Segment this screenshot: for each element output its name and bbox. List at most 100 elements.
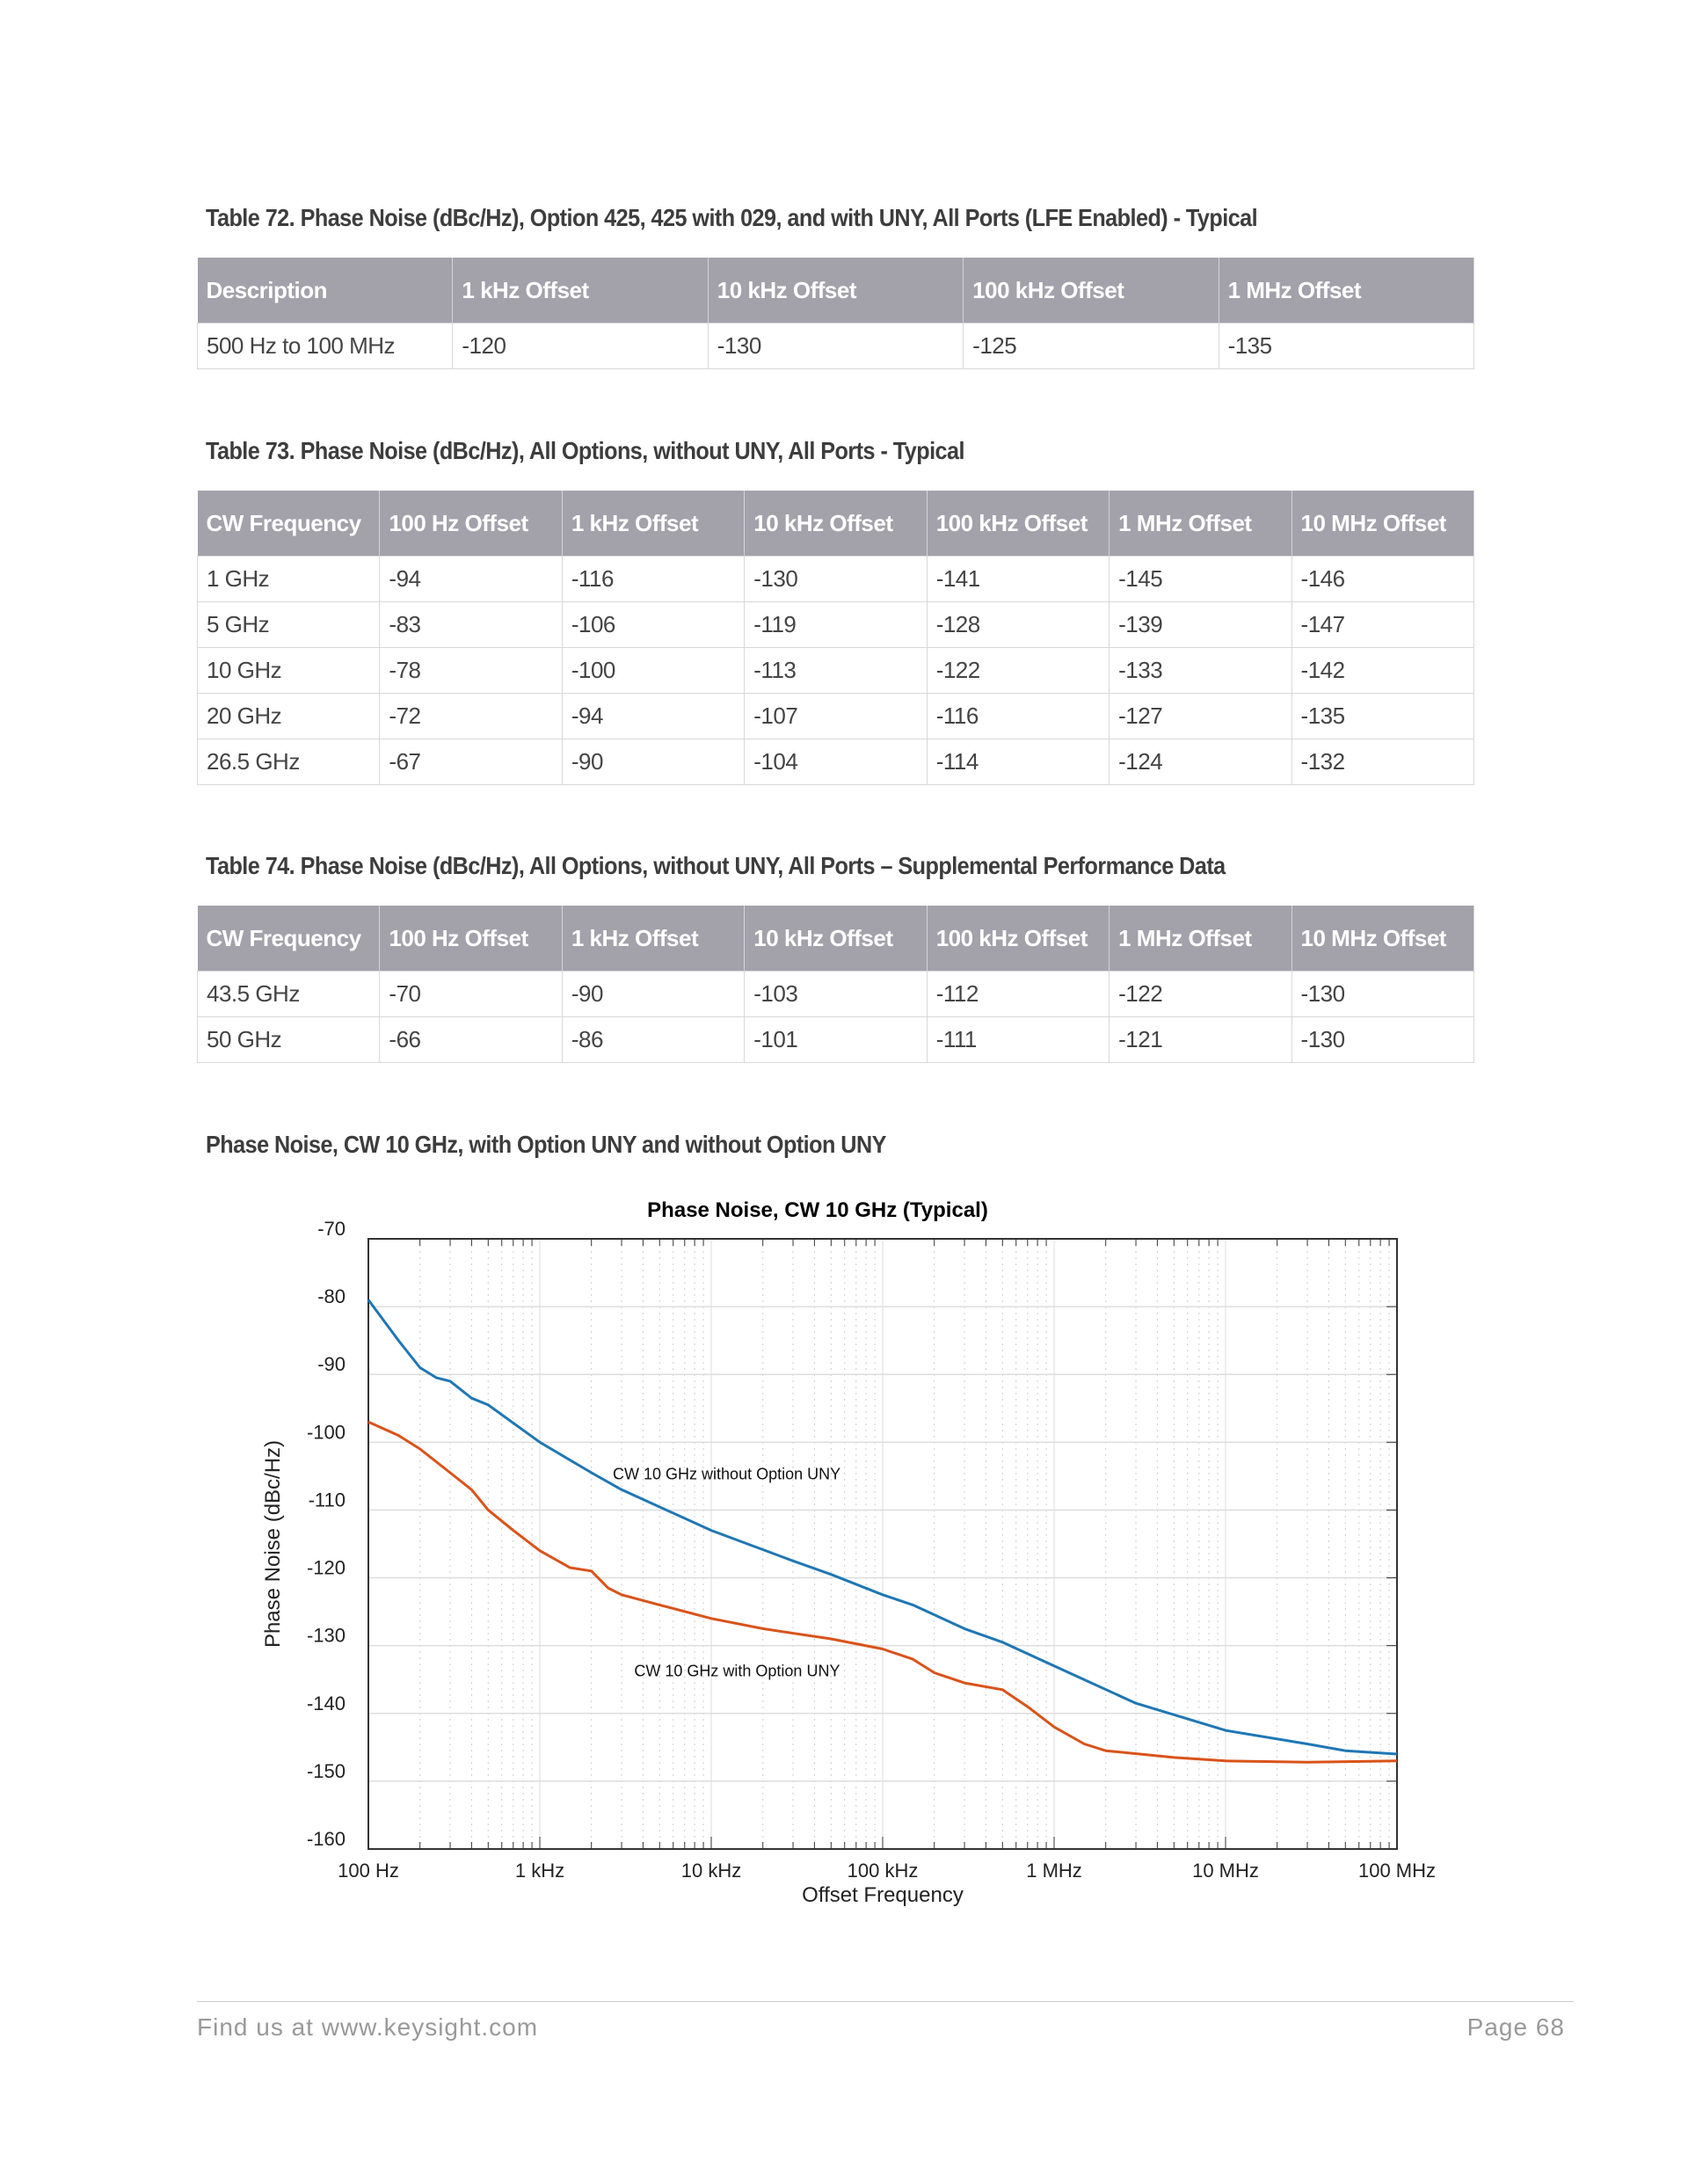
table-cell: -122 xyxy=(1109,971,1292,1017)
table-row: 50 GHz -66 -86 -101 -111 -121 -130 xyxy=(196,1016,1475,1063)
x-tick-label: 1 kHz xyxy=(515,1860,564,1882)
x-tick-label: 100 Hz xyxy=(338,1860,399,1882)
x-tick-label: 10 kHz xyxy=(681,1860,741,1882)
table-cell: -114 xyxy=(926,739,1110,785)
phase-noise-chart: Phase Noise, CW 10 GHz (Typical) Offset … xyxy=(261,1198,1436,1907)
table-cell: -90 xyxy=(561,739,746,785)
table-cell: -111 xyxy=(926,1016,1110,1063)
table-cell: -142 xyxy=(1291,647,1475,694)
y-tick-label: -150 xyxy=(307,1760,346,1782)
column-header: 10 kHz Offset xyxy=(744,491,928,557)
column-header: 10 MHz Offset xyxy=(1291,906,1475,972)
table-cell: -127 xyxy=(1109,693,1292,739)
y-tick-label: -120 xyxy=(307,1557,346,1579)
table-row: 500 Hz to 100 MHz -120 -130 -125 -135 xyxy=(196,323,1475,369)
series-line-with-uny xyxy=(367,1420,1398,1764)
series-annotation: CW 10 GHz without Option UNY xyxy=(613,1466,840,1483)
series-line-without-uny xyxy=(367,1299,1398,1756)
table-cell: -101 xyxy=(744,1016,928,1063)
table-cell: -86 xyxy=(561,1016,746,1063)
x-tick-label: 10 MHz xyxy=(1192,1860,1259,1882)
x-axis-label: Offset Frequency xyxy=(802,1883,964,1907)
y-tick-label: -80 xyxy=(317,1285,346,1307)
table-cell: -120 xyxy=(452,323,709,369)
table-74-title: Table 74. Phase Noise (dBc/Hz), All Opti… xyxy=(206,852,1226,879)
table-cell: -122 xyxy=(926,647,1110,694)
table-cell: -83 xyxy=(379,601,563,648)
x-tick-label: 100 kHz xyxy=(848,1860,919,1882)
table-cell: 43.5 GHz xyxy=(196,971,381,1017)
column-header: 1 MHz Offset xyxy=(1109,906,1292,972)
table-row: 10 GHz -78 -100 -113 -122 -133 -142 xyxy=(196,647,1475,694)
table-cell: -130 xyxy=(1291,971,1475,1017)
table-cell: -78 xyxy=(379,647,563,694)
table-cell: 5 GHz xyxy=(196,601,381,648)
table-cell: -72 xyxy=(379,693,563,739)
table-cell: -147 xyxy=(1291,601,1475,648)
header-row: Description 1 kHz Offset 10 kHz Offset 100 … xyxy=(197,258,1475,324)
table-cell: -133 xyxy=(1109,647,1292,694)
column-header: 1 MHz Offset xyxy=(1109,491,1292,557)
table-cell: -107 xyxy=(744,693,928,739)
x-tick-label: 1 MHz xyxy=(1026,1860,1082,1882)
column-header: 10 MHz Offset xyxy=(1291,491,1475,557)
footer-divider xyxy=(197,2001,1574,2002)
column-header: 10 kHz Offset xyxy=(744,906,928,972)
page-number: Page 68 xyxy=(1466,2013,1565,2041)
y-tick-label: -130 xyxy=(307,1625,346,1647)
column-header: 1 kHz Offset xyxy=(562,906,746,972)
table-cell: -119 xyxy=(744,601,928,648)
table-cell: -67 xyxy=(379,739,563,785)
table-cell: 500 Hz to 100 MHz xyxy=(196,323,454,369)
header-row: CW Frequency 100 Hz Offset 1 kHz Offset 10 … xyxy=(197,906,1475,972)
column-header: 10 kHz Offset xyxy=(708,258,964,324)
table-cell: -141 xyxy=(926,556,1110,602)
y-axis-label: Phase Noise (dBc/Hz) xyxy=(261,1440,285,1648)
y-tick-label: -100 xyxy=(307,1421,346,1443)
column-header: CW Frequency xyxy=(197,906,381,972)
series-annotation: CW 10 GHz with Option UNY xyxy=(634,1662,840,1679)
table-cell: 1 GHz xyxy=(196,556,381,602)
y-tick-label: -160 xyxy=(307,1828,346,1850)
column-header: Description xyxy=(197,258,454,324)
table-cell: -125 xyxy=(963,323,1219,369)
table-72: Description 1 kHz Offset 10 kHz Offset 100 … xyxy=(196,258,1475,369)
table-cell: -104 xyxy=(744,739,928,785)
table-cell: -146 xyxy=(1291,556,1475,602)
table-cell: -94 xyxy=(379,556,563,602)
table-cell: -139 xyxy=(1109,601,1292,648)
table-cell: 10 GHz xyxy=(196,647,381,694)
table-cell: -130 xyxy=(1291,1016,1475,1063)
table-cell: -124 xyxy=(1109,739,1292,785)
column-header: 1 kHz Offset xyxy=(452,258,709,324)
table-cell: -106 xyxy=(561,601,746,648)
table-74: CW Frequency 100 Hz Offset 1 kHz Offset 10 … xyxy=(196,906,1475,1063)
table-cell: -145 xyxy=(1109,556,1292,602)
x-tick-label: 100 MHz xyxy=(1358,1860,1436,1882)
column-header: 100 Hz Offset xyxy=(379,906,563,972)
table-cell: 20 GHz xyxy=(196,693,381,739)
table-row: 1 GHz -94 -116 -130 -141 -145 -146 xyxy=(196,556,1475,602)
table-row: 5 GHz -83 -106 -119 -128 -139 -147 xyxy=(196,601,1475,648)
table-row: 43.5 GHz -70 -90 -103 -112 -122 -130 xyxy=(196,971,1475,1017)
table-cell: -130 xyxy=(744,556,928,602)
table-cell: -113 xyxy=(744,647,928,694)
table-cell: -100 xyxy=(561,647,746,694)
table-row: 20 GHz -72 -94 -107 -116 -127 -135 xyxy=(196,693,1475,739)
column-header: CW Frequency xyxy=(197,491,381,557)
table-cell: -116 xyxy=(561,556,746,602)
table-cell: -135 xyxy=(1218,323,1475,369)
table-cell: -121 xyxy=(1109,1016,1292,1063)
column-header: 1 kHz Offset xyxy=(562,491,746,557)
y-tick-label: -90 xyxy=(317,1353,346,1375)
table-cell: -90 xyxy=(561,971,746,1017)
footer-website-link[interactable]: Find us at www.keysight.com xyxy=(197,2013,539,2041)
table-row: 26.5 GHz -67 -90 -104 -114 -124 -132 xyxy=(196,739,1475,785)
y-tick-label: -70 xyxy=(317,1218,346,1240)
column-header: 100 kHz Offset xyxy=(927,906,1110,972)
table-cell: 26.5 GHz xyxy=(196,739,381,785)
column-header: 100 Hz Offset xyxy=(379,491,563,557)
table-cell: -103 xyxy=(744,971,928,1017)
column-header: 100 kHz Offset xyxy=(963,258,1219,324)
table-cell: 50 GHz xyxy=(196,1016,381,1063)
